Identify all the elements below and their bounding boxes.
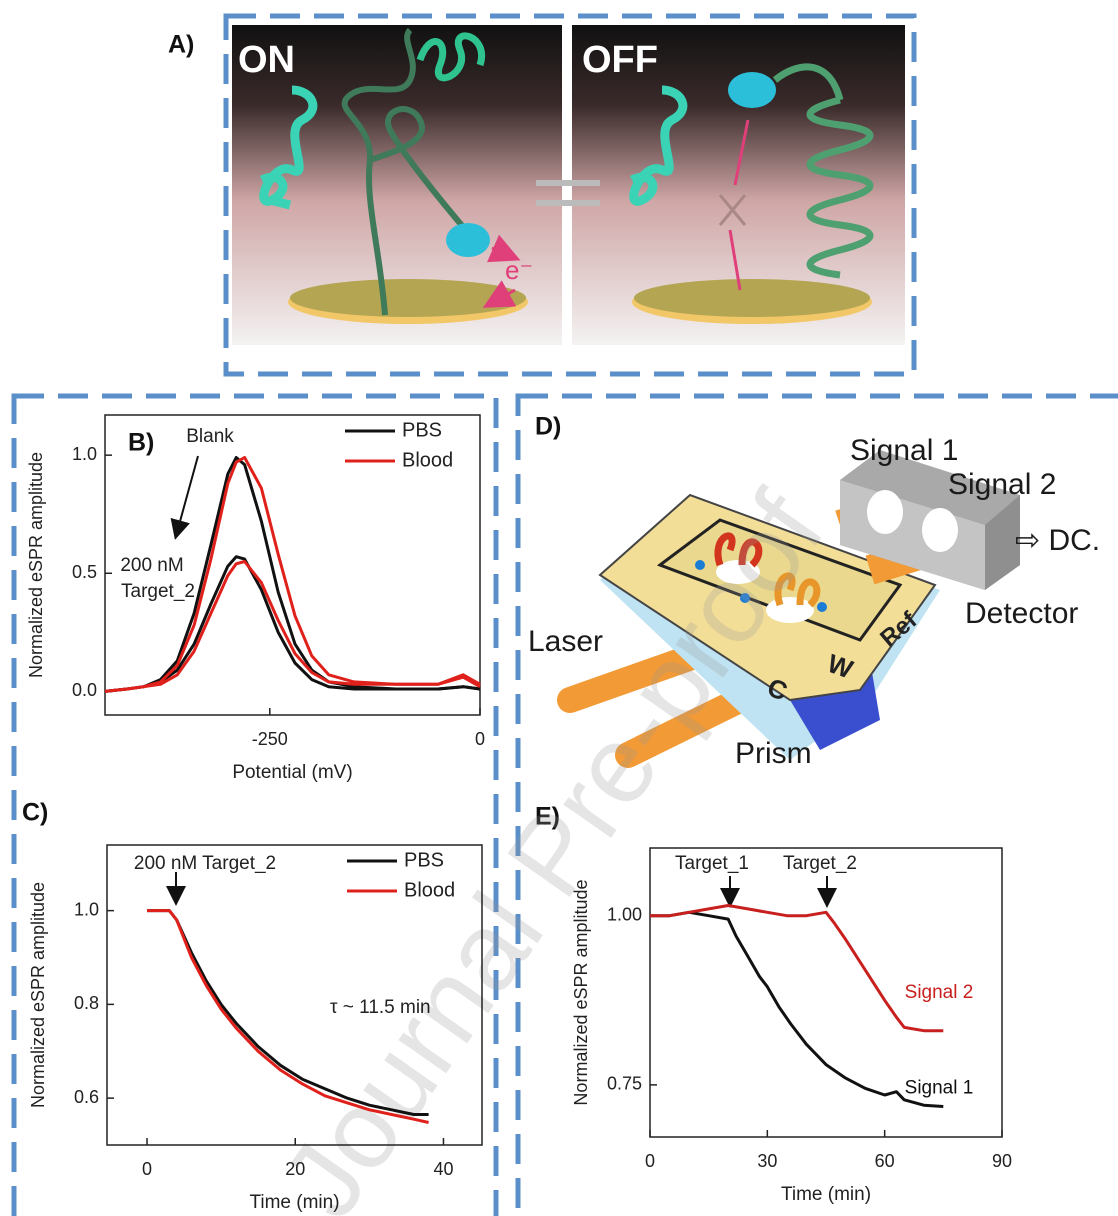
y-axis-label: Normalized eSPR amplitude: [26, 452, 46, 678]
panel-label: A): [168, 31, 194, 59]
x-axis-label: Time (min): [781, 1184, 871, 1205]
detector-label: Detector: [965, 597, 1078, 630]
y-tick-label: 1.00: [607, 904, 642, 924]
y-tick-label: 0.6: [74, 1087, 99, 1107]
y-tick-label: 1.0: [72, 444, 97, 464]
annotation: Target_2: [121, 581, 195, 602]
y-tick-label: 0.75: [607, 1074, 642, 1094]
state-label: OFF: [582, 39, 658, 81]
data-line: [105, 557, 480, 692]
output-label: ⇨ DC.: [1015, 524, 1100, 557]
series-label: Signal 1: [905, 1078, 974, 1099]
annotation: 200 nM: [120, 555, 183, 576]
y-tick-label: 1.0: [74, 899, 99, 919]
x-tick-label: 40: [433, 1159, 453, 1179]
annotation: 200 nM Target_2: [134, 853, 276, 874]
x-tick-label: 20: [285, 1159, 305, 1179]
x-tick-label: 0: [475, 729, 485, 749]
panel-label: B): [128, 429, 154, 457]
annotation: τ ~ 11.5 min: [330, 997, 431, 1018]
legend-label: Blood: [402, 449, 453, 471]
legend-label: PBS: [404, 849, 444, 871]
panel-label: D): [535, 413, 561, 441]
y-axis-label: Normalized eSPR amplitude: [571, 879, 591, 1105]
series-label: Signal 2: [905, 982, 974, 1003]
signal-label: Signal 2: [948, 468, 1056, 501]
data-line: [650, 912, 943, 1106]
y-tick-label: 0.5: [72, 562, 97, 582]
illustration-a: e⁻ ON OFF: [232, 25, 905, 345]
x-tick-label: 90: [992, 1151, 1012, 1171]
x-axis-label: Potential (mV): [232, 762, 352, 783]
arrow: [176, 456, 198, 536]
x-tick-label: 60: [875, 1151, 895, 1171]
figure: A) B) C) D) E) e⁻ ON OFF: [0, 0, 1118, 1216]
legend-label: PBS: [402, 419, 442, 441]
x-tick-label: 0: [645, 1151, 655, 1171]
y-tick-label: 0.8: [74, 993, 99, 1013]
x-tick-label: -250: [252, 729, 288, 749]
data-line: [650, 906, 943, 1031]
y-tick-label: 0.0: [72, 680, 97, 700]
annotation: Blank: [186, 426, 234, 447]
laser-label: Laser: [528, 625, 603, 658]
annotation: Target_2: [783, 853, 857, 874]
panel-label: C): [22, 799, 48, 827]
signal-label: Signal 1: [850, 434, 958, 467]
y-axis-label: Normalized eSPR amplitude: [28, 882, 48, 1108]
electron-label: e⁻: [505, 255, 533, 285]
state-label: ON: [238, 39, 295, 81]
x-tick-label: 0: [142, 1159, 152, 1179]
prism-label: Prism: [735, 737, 812, 770]
x-axis-label: Time (min): [249, 1192, 339, 1213]
annotation: Target_1: [675, 853, 749, 874]
x-tick-label: 30: [757, 1151, 777, 1171]
legend-label: Blood: [404, 879, 455, 901]
